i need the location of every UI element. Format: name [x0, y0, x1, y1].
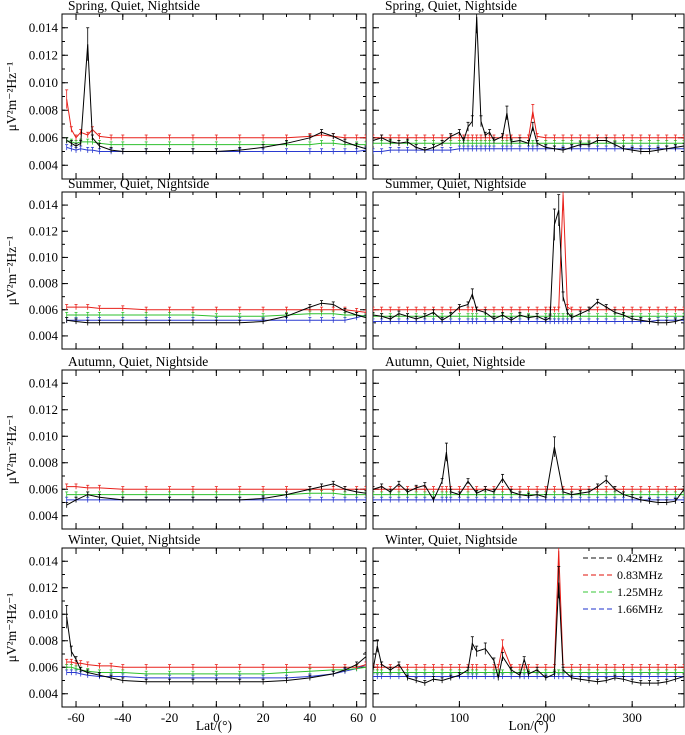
plot-frame — [61, 369, 367, 530]
x-tick-label-lat: -40 — [114, 710, 131, 725]
x-tick-label-lat: 0 — [213, 710, 220, 725]
series-line-f083 — [66, 486, 366, 490]
x-tick-label-lon: 0 — [370, 710, 377, 725]
y-tick-label: 0.010 — [29, 428, 58, 443]
y-tick-label: 0.008 — [29, 455, 58, 470]
legend-label: 1.25MHz — [617, 585, 663, 599]
x-tick-label-lon: 300 — [622, 710, 642, 725]
plot-frame — [372, 13, 685, 180]
legend: 0.42MHz 0.83MHz 1.25MHz 1.66MHz — [583, 551, 663, 616]
series-line-f042 — [66, 483, 366, 506]
panel-title-lon: Summer, Quiet, Nightside — [385, 176, 526, 191]
y-axis-label: μV²m⁻²Hz⁻¹ — [4, 236, 19, 306]
series-group — [65, 480, 366, 508]
panel-lon-0 — [372, 13, 685, 180]
series-line-f042 — [66, 44, 366, 152]
series-line-f042 — [373, 582, 684, 684]
panel-title-lon: Spring, Quiet, Nightside — [385, 0, 517, 13]
plot-frame — [61, 547, 367, 708]
y-tick-label: 0.004 — [29, 508, 59, 523]
series-group — [373, 436, 684, 506]
panel-lat-0 — [61, 13, 367, 180]
x-axis-label-lat: Lat/(°) — [196, 718, 232, 733]
panel-title-lon: Autumn, Quiet, Nightside — [385, 354, 525, 369]
y-axis-label: μV²m⁻²Hz⁻¹ — [4, 593, 19, 663]
x-axis-label-lon: Lon/(°) — [509, 718, 549, 733]
y-tick-label: 0.010 — [29, 606, 58, 621]
y-tick-label: 0.014 — [29, 197, 59, 212]
series-line-f125 — [66, 492, 366, 496]
series-group — [373, 548, 684, 686]
legend-label: 1.66MHz — [617, 602, 663, 616]
series-group — [65, 605, 366, 685]
y-tick-label: 0.006 — [29, 481, 59, 496]
panel-lon-3 — [372, 547, 685, 708]
series-line-f042 — [66, 302, 366, 324]
series-line-f083 — [66, 99, 366, 139]
series-group — [65, 300, 366, 326]
y-tick-label: 0.008 — [29, 102, 58, 117]
series-line-f042 — [373, 210, 684, 324]
y-tick-label: 0.006 — [29, 302, 59, 317]
series-group — [65, 27, 366, 155]
panel-lon-1 — [372, 191, 685, 350]
series-line-f166 — [66, 314, 366, 321]
series-line-f083 — [66, 661, 366, 668]
panel-lat-3 — [61, 547, 367, 708]
panel-title-lat: Winter, Quiet, Nightside — [68, 532, 200, 547]
plot-frame — [372, 369, 685, 530]
legend-label: 0.42MHz — [617, 551, 663, 565]
y-tick-label: 0.012 — [29, 47, 58, 62]
panel-lon-2 — [372, 369, 685, 530]
y-tick-label: 0.014 — [29, 375, 59, 390]
series-line-f042 — [66, 616, 366, 683]
legend-label: 0.83MHz — [617, 568, 663, 582]
series-line-f125 — [66, 313, 366, 317]
plot-frame — [372, 191, 685, 350]
y-tick-label: 0.004 — [29, 686, 59, 701]
series-group — [373, 192, 684, 326]
series-line-f042 — [373, 16, 684, 152]
x-tick-label-lat: 20 — [257, 710, 270, 725]
y-tick-label: 0.008 — [29, 276, 58, 291]
y-tick-label: 0.006 — [29, 659, 59, 674]
plot-frame — [61, 191, 367, 350]
panel-title-lat: Spring, Quiet, Nightside — [68, 0, 200, 13]
y-tick-label: 0.012 — [29, 223, 58, 238]
y-tick-label: 0.004 — [29, 328, 59, 343]
y-tick-label: 0.014 — [29, 20, 59, 35]
x-tick-label-lat: 40 — [303, 710, 316, 725]
y-tick-label: 0.012 — [29, 580, 58, 595]
x-tick-label-lat: -20 — [161, 710, 178, 725]
y-tick-label: 0.008 — [29, 633, 58, 648]
series-line-f042 — [373, 446, 684, 503]
y-tick-label: 0.006 — [29, 130, 59, 145]
y-tick-label: 0.014 — [29, 553, 59, 568]
y-tick-label: 0.010 — [29, 249, 58, 264]
panel-title-lat: Autumn, Quiet, Nightside — [68, 354, 208, 369]
x-tick-label-lat: -60 — [67, 710, 84, 725]
y-tick-label: 0.004 — [29, 157, 59, 172]
y-axis-label: μV²m⁻²Hz⁻¹ — [4, 415, 19, 485]
series-line-f083 — [66, 306, 366, 313]
panel-title-lon: Winter, Quiet, Nightside — [385, 532, 517, 547]
series-line-f083 — [373, 194, 684, 311]
series-group — [373, 14, 684, 155]
y-tick-label: 0.010 — [29, 75, 58, 90]
x-tick-label-lon: 200 — [536, 710, 556, 725]
y-tick-label: 0.012 — [29, 402, 58, 417]
panel-title-lat: Summer, Quiet, Nightside — [68, 176, 209, 191]
x-tick-label-lat: 60 — [350, 710, 363, 725]
y-axis-label: μV²m⁻²Hz⁻¹ — [4, 62, 19, 132]
x-tick-label-lon: 100 — [450, 710, 470, 725]
panel-lat-1 — [61, 191, 367, 350]
plot-frame — [61, 13, 367, 180]
series-line-f125 — [66, 140, 366, 146]
panel-lat-2 — [61, 369, 367, 530]
series-line-f083 — [373, 111, 684, 139]
